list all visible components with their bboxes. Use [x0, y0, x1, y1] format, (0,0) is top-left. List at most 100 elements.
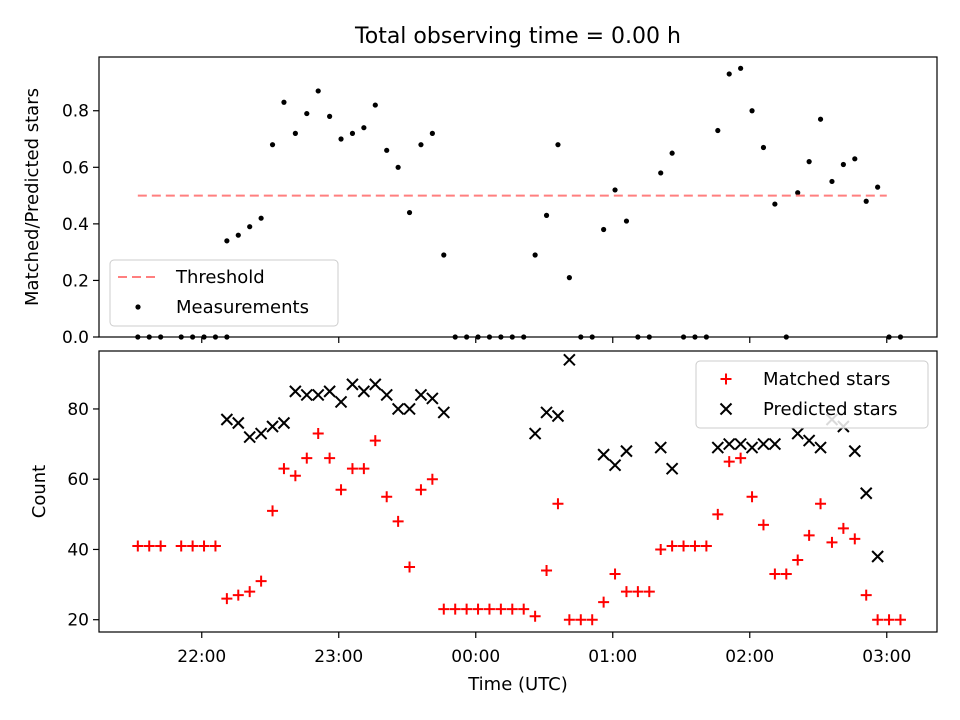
matched-star-point: [132, 540, 144, 552]
predicted-star-point: [814, 441, 827, 454]
x-tick-label: 03:00: [862, 647, 911, 667]
matched-star-point: [735, 452, 747, 464]
matched-star-point: [769, 568, 781, 580]
top-legend: Threshold Measurements: [109, 259, 339, 327]
matched-star-point: [392, 515, 404, 527]
matched-star-point: [461, 603, 473, 615]
predicted-star-point: [289, 385, 302, 398]
matched-star-point: [369, 435, 381, 447]
bottom-series-points: [132, 353, 906, 626]
predicted-star-point: [745, 441, 759, 454]
matched-star-point: [244, 586, 256, 598]
top-axes-frame: [98, 56, 938, 338]
predicted-star-point: [757, 437, 770, 451]
matched-star-point: [155, 540, 167, 552]
top-y-axis-label: Matched/Predicted stars: [22, 88, 43, 306]
measurement-point: [361, 125, 367, 131]
predicted-star-point: [723, 437, 736, 451]
predicted-star-point: [220, 413, 234, 426]
bottom-panel: 20 40 60 80 22:00 23:00 00:00 01:00 02:00 03:00 C…: [29, 350, 938, 695]
matched-star-point: [860, 589, 872, 601]
matched-star-point: [803, 529, 815, 541]
matched-star-point: [678, 540, 690, 552]
measurement-point: [372, 102, 378, 108]
measurement-point: [623, 218, 630, 224]
top-axis-ticks: 0.0 0.2 0.4 0.6 0.8: [62, 102, 888, 348]
matched-star-point: [335, 484, 347, 496]
predicted-star-point: [540, 406, 553, 419]
matched-star-point: [483, 603, 495, 615]
predicted-star-point: [357, 385, 371, 398]
predicted-star-point: [380, 388, 393, 402]
matched-star-point: [221, 593, 233, 605]
matched-star-point: [700, 540, 712, 552]
matched-star-point: [472, 603, 484, 615]
x-axis-label: Time (UTC): [467, 674, 568, 695]
predicted-star-point: [608, 458, 622, 472]
matched-star-point: [541, 565, 553, 577]
predicted-star-point: [323, 385, 336, 398]
y-tick-label: 40: [67, 540, 89, 560]
predicted-star-point: [597, 448, 610, 461]
measurement-point: [269, 142, 276, 148]
matched-star-point: [404, 561, 416, 573]
predicted-star-point: [711, 441, 725, 454]
matched-star-point: [495, 603, 507, 615]
predicted-star-point: [311, 388, 325, 402]
matched-star-point: [267, 505, 279, 517]
measurement-point: [327, 113, 333, 119]
y-tick-label: 0.6: [62, 158, 89, 178]
matched-star-point: [232, 589, 244, 601]
predicted-star-point: [734, 437, 747, 451]
measurement-point: [612, 187, 618, 193]
predicted-star-point: [654, 441, 667, 454]
matched-star-point: [746, 491, 758, 503]
matched-star-point: [586, 614, 598, 626]
matched-star-point: [575, 614, 587, 626]
predicted-star-point: [768, 437, 782, 451]
measurement-point: [258, 215, 264, 221]
measurement-point: [304, 110, 310, 117]
matched-star-point: [689, 540, 701, 552]
matched-star-point: [883, 614, 895, 626]
matched-star-point: [552, 498, 564, 510]
matched-star-point: [438, 603, 450, 615]
measurement-point: [749, 108, 755, 114]
legend-matched-label: Matched stars: [763, 369, 890, 390]
matched-star-point: [643, 586, 655, 598]
y-tick-label: 0.2: [62, 271, 89, 291]
measurement-point: [441, 252, 447, 258]
measurement-point: [235, 232, 241, 238]
measurement-point: [829, 178, 835, 185]
y-tick-label: 0.4: [62, 215, 89, 235]
measurement-point: [395, 164, 401, 170]
bottom-y-axis-label: Count: [29, 465, 50, 518]
predicted-star-point: [791, 427, 804, 440]
legend-predicted-swatch: [719, 402, 733, 416]
measurement-point: [555, 142, 561, 148]
legend-measurements-swatch: [135, 304, 141, 310]
legend-measurements-label: Measurements: [176, 297, 309, 318]
matched-star-point: [278, 463, 290, 475]
predicted-star-point: [620, 444, 633, 458]
matched-star-point: [518, 603, 530, 615]
predicted-star-point: [369, 378, 382, 391]
matched-star-point: [780, 568, 792, 580]
measurement-point: [247, 224, 253, 230]
matched-star-point: [143, 540, 155, 552]
measurement-point: [806, 159, 812, 165]
measurement-point: [384, 147, 390, 153]
measurement-point: [852, 156, 858, 162]
x-tick-label: 00:00: [451, 647, 500, 667]
predicted-star-point: [232, 416, 245, 430]
measurement-point: [840, 161, 846, 168]
matched-star-point: [872, 614, 884, 626]
predicted-star-point: [391, 402, 405, 416]
bottom-axis-ticks: 20 40 60 80 22:00 23:00 00:00 01:00 02:00 03:00: [67, 400, 911, 667]
matched-star-point: [609, 568, 621, 580]
matched-star-point: [426, 473, 438, 485]
matched-star-point: [346, 463, 358, 475]
x-tick-label: 02:00: [725, 647, 774, 667]
measurement-point: [566, 275, 572, 281]
